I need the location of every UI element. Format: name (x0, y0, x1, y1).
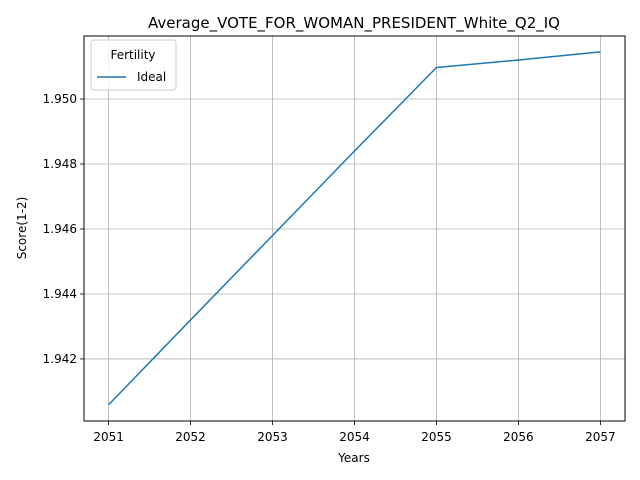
legend: Fertility Ideal (90, 39, 177, 91)
series-line-ideal (108, 51, 601, 406)
y-tick-label: 1.948 (43, 157, 77, 171)
grid-lines (84, 36, 625, 421)
x-axis: 2051 2052 2053 2054 2055 2056 2057 (93, 421, 616, 444)
series-layer (108, 51, 601, 406)
x-tick-label: 2057 (585, 430, 616, 444)
legend-label-ideal: Ideal (137, 70, 166, 84)
y-tick-label: 1.950 (43, 92, 77, 106)
y-tick-label: 1.946 (43, 222, 77, 236)
y-tick-label: 1.944 (43, 287, 77, 301)
x-tick-label: 2054 (339, 430, 370, 444)
x-tick-label: 2053 (257, 430, 288, 444)
chart-title: Average_VOTE_FOR_WOMAN_PRESIDENT_White_Q… (148, 14, 560, 33)
y-axis: 1.942 1.944 1.946 1.948 1.950 (43, 92, 84, 366)
x-tick-label: 2052 (175, 430, 206, 444)
x-tick-label: 2051 (93, 430, 124, 444)
y-axis-label: Score(1-2) (15, 197, 29, 260)
x-tick-label: 2055 (421, 430, 452, 444)
x-axis-label: Years (337, 451, 370, 465)
legend-title: Fertility (110, 48, 155, 62)
y-tick-label: 1.942 (43, 352, 77, 366)
x-tick-label: 2056 (503, 430, 534, 444)
